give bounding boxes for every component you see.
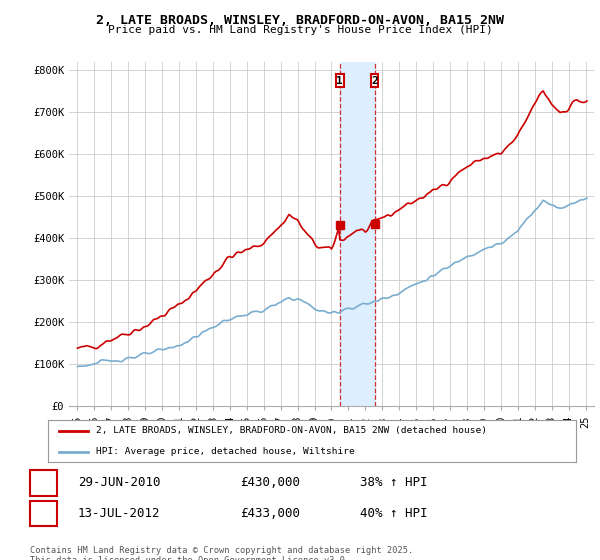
Text: 13-JUL-2012: 13-JUL-2012 (78, 507, 161, 520)
Text: 38% ↑ HPI: 38% ↑ HPI (360, 477, 427, 489)
Bar (340, 62, 374, 406)
Bar (336, 74, 344, 87)
Text: £433,000: £433,000 (240, 507, 300, 520)
Text: 2: 2 (371, 76, 378, 86)
Text: 2, LATE BROADS, WINSLEY, BRADFORD-ON-AVON, BA15 2NW: 2, LATE BROADS, WINSLEY, BRADFORD-ON-AVO… (96, 14, 504, 27)
Text: 29-JUN-2010: 29-JUN-2010 (78, 477, 161, 489)
Bar (371, 74, 379, 87)
Text: 2, LATE BROADS, WINSLEY, BRADFORD-ON-AVON, BA15 2NW (detached house): 2, LATE BROADS, WINSLEY, BRADFORD-ON-AVO… (95, 426, 487, 435)
Text: 2: 2 (40, 507, 47, 520)
Text: Price paid vs. HM Land Registry's House Price Index (HPI): Price paid vs. HM Land Registry's House … (107, 25, 493, 35)
Text: 1: 1 (40, 477, 47, 489)
Text: 1: 1 (337, 76, 343, 86)
Text: £430,000: £430,000 (240, 477, 300, 489)
Text: Contains HM Land Registry data © Crown copyright and database right 2025.
This d: Contains HM Land Registry data © Crown c… (30, 546, 413, 560)
Text: HPI: Average price, detached house, Wiltshire: HPI: Average price, detached house, Wilt… (95, 447, 354, 456)
Text: 40% ↑ HPI: 40% ↑ HPI (360, 507, 427, 520)
